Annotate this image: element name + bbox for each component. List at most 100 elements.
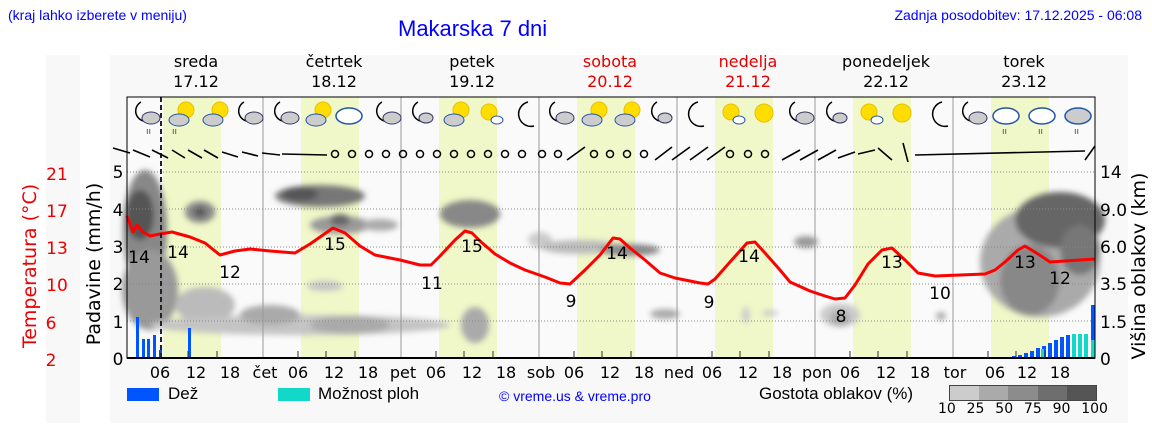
svg-text:pon: pon xyxy=(802,363,832,382)
x-tick-labels: 06 12 18 čet 06 12 18 pet 06 12 18 sob 0… xyxy=(150,363,1070,382)
svg-text:06: 06 xyxy=(150,363,170,382)
day-label-weekend: sobota 20.12 xyxy=(582,52,638,91)
rain-legend-swatch xyxy=(127,388,159,401)
moon-icon xyxy=(517,101,535,128)
sun-small-cloud-icon xyxy=(480,103,504,125)
sun-cloud-icon xyxy=(202,101,229,127)
svg-text:18: 18 xyxy=(220,363,240,382)
svg-text:18: 18 xyxy=(910,363,930,382)
cloud-density-ticks: 10 25 50 75 90 100 xyxy=(938,401,1108,417)
night-cloud-icon xyxy=(274,101,300,125)
svg-text:14: 14 xyxy=(128,248,150,268)
moon-icon xyxy=(687,101,705,128)
svg-text:06: 06 xyxy=(426,363,446,382)
svg-text:18: 18 xyxy=(358,363,378,382)
svg-text:12: 12 xyxy=(738,363,758,382)
night-cloud-rain-icon: ıı xyxy=(135,101,161,137)
temp-axis-panel xyxy=(46,55,80,423)
svg-text:15: 15 xyxy=(324,235,346,255)
moon-icon xyxy=(931,101,949,128)
day-label: petek 19.12 xyxy=(449,52,495,91)
day-label-weekend: nedelja 21.12 xyxy=(718,52,778,91)
svg-text:tor: tor xyxy=(944,363,967,382)
svg-text:9.0: 9.0 xyxy=(1100,201,1127,221)
sun-cloud-rain-icon: ıı xyxy=(168,101,195,137)
sun-cloud-icon xyxy=(443,101,470,127)
location-hint[interactable]: (kraj lahko izberete v meniju) xyxy=(8,7,187,23)
cloud-rain-icon: ıı xyxy=(1064,107,1092,137)
svg-text:2: 2 xyxy=(113,275,124,295)
sun-small-cloud-icon xyxy=(722,103,746,125)
cloud-rain-icon: ıı xyxy=(1028,107,1056,137)
svg-text:17: 17 xyxy=(46,202,68,222)
svg-text:18: 18 xyxy=(634,363,654,382)
night-cloud-icon xyxy=(376,101,402,125)
svg-text:1: 1 xyxy=(113,313,124,333)
weather-icons: ıı ıı ıı ıı ıı xyxy=(135,101,1092,137)
svg-text:13: 13 xyxy=(881,253,903,273)
svg-text:8: 8 xyxy=(836,307,847,327)
svg-text:ned: ned xyxy=(664,363,694,382)
night-cloud-icon xyxy=(651,101,673,124)
night-cloud-icon xyxy=(238,101,264,125)
wind-barbs xyxy=(112,142,1096,163)
copyright-link[interactable]: © vreme.us & vreme.pro xyxy=(499,388,651,404)
svg-text:18: 18 xyxy=(1050,363,1070,382)
cloud-icon xyxy=(335,107,363,125)
svg-text:06: 06 xyxy=(985,363,1005,382)
last-update: Zadnja posodobitev: 17.12.2025 - 06:08 xyxy=(894,7,1142,23)
cloud-height-label: Višina oblakov (km) xyxy=(1128,173,1150,360)
svg-text:4: 4 xyxy=(113,201,124,221)
svg-text:6.0: 6.0 xyxy=(1100,238,1127,258)
svg-text:12: 12 xyxy=(462,363,482,382)
night-cloud-icon xyxy=(412,101,434,124)
storm-legend-label: Možnost ploh xyxy=(318,384,420,403)
night-cloud-icon xyxy=(826,101,848,124)
day-separators xyxy=(262,97,954,358)
svg-text:3.5: 3.5 xyxy=(1100,275,1127,295)
cloud-height-ticks: 14 9.0 6.0 3.5 1.5 0 xyxy=(1100,163,1127,370)
svg-text:12: 12 xyxy=(324,363,344,382)
day-label: torek 23.12 xyxy=(1001,52,1047,91)
svg-text:18: 18 xyxy=(772,363,792,382)
svg-text:11: 11 xyxy=(421,274,443,294)
svg-text:ıı: ıı xyxy=(1002,127,1007,137)
day-label: ponedeljek 22.12 xyxy=(842,52,930,91)
svg-text:12: 12 xyxy=(1017,363,1037,382)
svg-text:06: 06 xyxy=(840,363,860,382)
cloud-density-scale xyxy=(949,385,1097,401)
svg-text:ıı: ıı xyxy=(146,127,151,137)
night-cloud-icon xyxy=(789,101,815,125)
rain-legend-label: Dež xyxy=(168,384,199,403)
svg-text:6: 6 xyxy=(46,314,57,334)
storm-legend-swatch xyxy=(278,388,310,401)
precip-axis-label: Padavine (mm/h) xyxy=(83,183,105,346)
svg-text:12: 12 xyxy=(186,363,206,382)
cloud-rain-icon: ıı xyxy=(992,107,1020,137)
svg-text:ıı: ıı xyxy=(1038,127,1043,137)
svg-text:1.5: 1.5 xyxy=(1100,313,1127,333)
temperature-labels: 14 14 12 15 11 15 9 14 9 14 8 13 10 13 1… xyxy=(128,235,1071,327)
svg-text:5: 5 xyxy=(113,163,124,183)
svg-text:0: 0 xyxy=(113,350,124,370)
temp-axis-label: Temperatura (°C) xyxy=(19,184,41,349)
svg-text:13: 13 xyxy=(1014,253,1036,273)
cloud-density xyxy=(122,170,1105,343)
svg-text:3: 3 xyxy=(113,238,124,258)
svg-text:12: 12 xyxy=(219,263,241,283)
svg-text:12: 12 xyxy=(1049,269,1071,289)
svg-text:12: 12 xyxy=(876,363,896,382)
night-cloud-icon xyxy=(549,101,575,125)
svg-text:14: 14 xyxy=(1100,163,1122,183)
svg-text:0: 0 xyxy=(1100,350,1111,370)
cloud-density-label: Gostota oblakov (%) xyxy=(759,384,914,403)
sun-cloud-icon xyxy=(581,101,608,127)
x-tick-marks xyxy=(159,351,1046,358)
svg-text:21: 21 xyxy=(46,165,68,185)
svg-text:06: 06 xyxy=(702,363,722,382)
grid xyxy=(127,171,1095,322)
page-title: Makarska 7 dni xyxy=(398,16,548,41)
svg-text:06: 06 xyxy=(288,363,308,382)
svg-text:12: 12 xyxy=(600,363,620,382)
